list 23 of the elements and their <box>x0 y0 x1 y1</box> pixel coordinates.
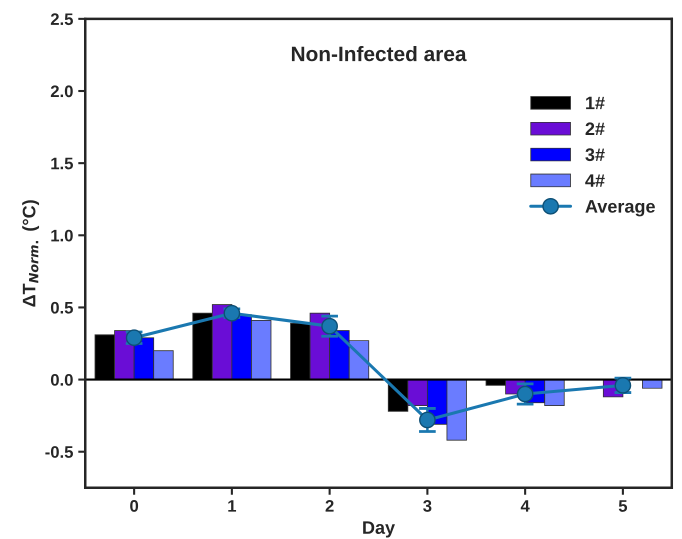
x-tick-label: 1 <box>228 500 236 512</box>
y-tick-label: 0.5 <box>50 302 73 314</box>
text: Non-Infected area <box>292 46 467 62</box>
point <box>224 304 240 322</box>
y-tick-label: 0.0 <box>50 374 73 386</box>
legend-label: 3# <box>585 148 605 162</box>
legend-label: 1# <box>586 96 605 110</box>
y-tick-label: 2.5 <box>50 13 73 26</box>
y-axis-title: ΔT$_{Norm.}$ (°C) <box>22 200 40 307</box>
legend-label: 2# <box>586 122 605 136</box>
x-tick-label: 4 <box>520 500 530 512</box>
point <box>419 412 436 428</box>
x-tick-label: 5 <box>618 500 628 512</box>
y-tick-label: 1.0 <box>51 230 73 242</box>
legend-label: Average <box>585 200 655 216</box>
y-tick-label: 2.0 <box>50 85 73 98</box>
legend-label: 4# <box>585 174 605 187</box>
x-tick-label: 0 <box>130 500 138 512</box>
y-tick-label: -0.5 <box>45 446 73 458</box>
x-tick-label: 3 <box>423 500 432 512</box>
x-axis-title: Day <box>363 521 395 538</box>
x-tick-label: 2 <box>326 500 334 512</box>
y-tick-label: 1.5 <box>51 158 73 170</box>
